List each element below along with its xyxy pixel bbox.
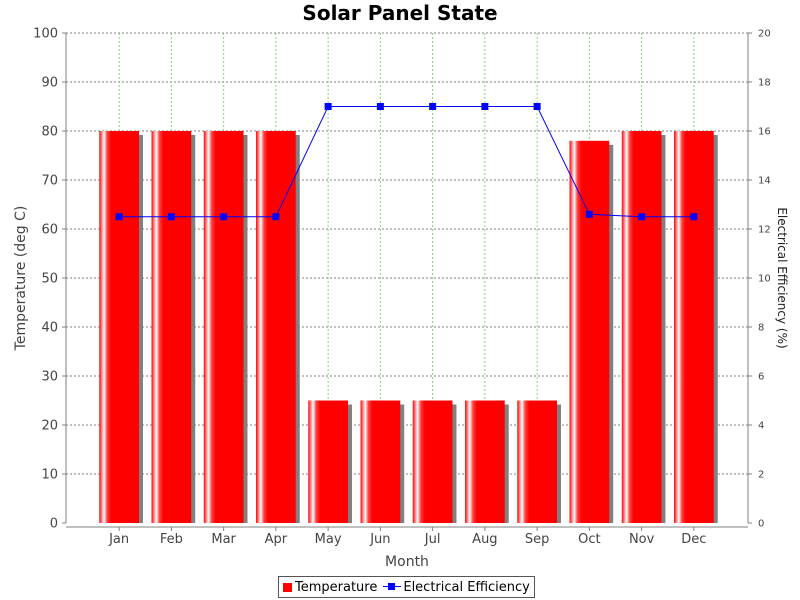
- y2-tick-label: 12: [758, 225, 771, 236]
- temperature-bar: [308, 400, 348, 523]
- x-tick-label: May: [315, 532, 342, 547]
- y2-tick-label: 18: [758, 78, 771, 89]
- x-tick-label: Mar: [211, 532, 236, 547]
- y2-tick-label: 20: [758, 29, 771, 40]
- legend-item-temperature: Temperature: [283, 580, 377, 595]
- y-tick-label: 0: [50, 517, 58, 532]
- efficiency-point: [324, 103, 332, 110]
- x-tick-label: Feb: [160, 532, 183, 547]
- efficiency-point: [272, 213, 280, 221]
- temperature-bars: [99, 131, 714, 524]
- efficiency-series-line: [119, 106, 694, 218]
- y2-tick-label: 8: [758, 323, 764, 334]
- y2-tick-label: 2: [758, 470, 764, 481]
- temperature-bar: [465, 400, 505, 523]
- axes: 0 10 20 30 40 50 60 70 80 90 100 0 2 4 6 8 10 12 14 16 18 20 J…: [33, 27, 771, 548]
- y2-tick-label: 4: [758, 421, 764, 432]
- x-tick-label: Oct: [578, 532, 600, 547]
- x-tick-label: Apr: [265, 532, 288, 547]
- temperature-bar: [151, 131, 192, 523]
- chart-title: Solar Panel State: [302, 1, 498, 25]
- temperature-bar: [674, 131, 714, 523]
- y2-tick-label: 0: [758, 519, 764, 530]
- y-tick-label: 100: [33, 27, 58, 42]
- x-tick-label: Sep: [525, 532, 550, 547]
- temperature-bar: [360, 400, 401, 523]
- efficiency-point: [220, 213, 228, 221]
- temperature-bar: [569, 140, 610, 524]
- temperature-bar: [412, 400, 453, 523]
- legend-item-efficiency: Electrical Efficiency: [377, 580, 530, 595]
- x-tick-label: Nov: [629, 532, 655, 547]
- legend-label-efficiency: Electrical Efficiency: [403, 579, 530, 595]
- efficiency-point: [533, 103, 541, 110]
- y2-tick-label: 6: [758, 372, 764, 383]
- y-tick-label: 50: [41, 272, 58, 287]
- efficiency-point: [376, 103, 384, 110]
- efficiency-point: [481, 103, 489, 110]
- x-tick-label: Dec: [681, 532, 706, 547]
- temperature-bar: [203, 131, 244, 523]
- y-tick-label: 90: [41, 76, 58, 91]
- efficiency-point: [115, 213, 123, 221]
- legend: Temperature Electrical Efficiency: [278, 576, 535, 598]
- temperature-bar: [621, 131, 662, 523]
- y-tick-label: 80: [41, 125, 58, 140]
- temperature-swatch: [283, 582, 292, 592]
- x-tick-label: Jun: [369, 532, 390, 547]
- legend-label-temperature: Temperature: [295, 579, 378, 595]
- efficiency-swatch: [383, 582, 402, 592]
- efficiency-point: [690, 213, 698, 221]
- x-tick-label: Jan: [108, 532, 129, 547]
- y-tick-label: 10: [41, 468, 58, 483]
- y-tick-label: 40: [41, 321, 58, 336]
- y-tick-label: 30: [41, 370, 58, 385]
- efficiency-point: [167, 213, 175, 221]
- y2-tick-label: 10: [758, 274, 771, 285]
- efficiency-line: [115, 103, 698, 221]
- efficiency-point: [429, 103, 437, 110]
- x-tick-label: Jul: [424, 532, 441, 547]
- efficiency-point: [585, 210, 593, 218]
- y-tick-label: 60: [41, 223, 58, 238]
- y2-tick-label: 16: [758, 127, 771, 138]
- y2-axis-label: Electrical Efficiency (%): [775, 207, 789, 348]
- y-axis-label: Temperature (deg C): [13, 206, 29, 352]
- temperature-bar: [517, 400, 557, 523]
- x-axis-label: Month: [385, 554, 429, 570]
- x-tick-label: Aug: [472, 532, 497, 547]
- efficiency-point: [638, 213, 646, 221]
- temperature-bar: [99, 131, 139, 523]
- y-tick-label: 20: [41, 419, 58, 434]
- y2-tick-label: 14: [758, 176, 771, 187]
- y-tick-label: 70: [41, 174, 58, 189]
- temperature-bar: [256, 131, 296, 523]
